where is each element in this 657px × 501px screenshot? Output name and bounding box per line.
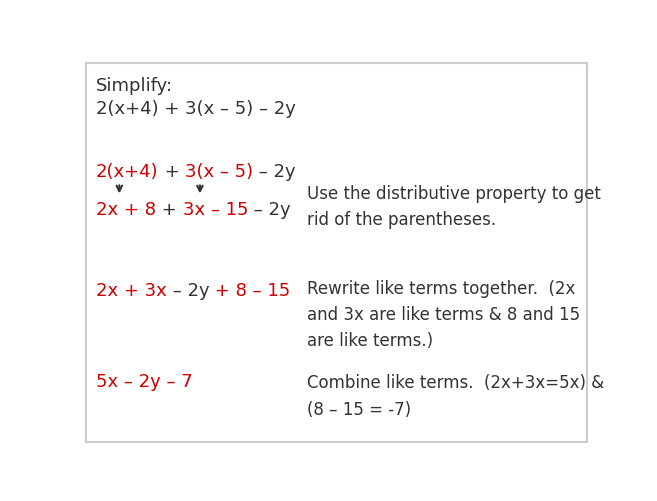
Text: – 2y: – 2y xyxy=(167,282,210,300)
Text: Rewrite like terms together.  (2x
and 3x are like terms & 8 and 15
are like term: Rewrite like terms together. (2x and 3x … xyxy=(307,279,580,350)
Text: Use the distributive property to get
rid of the parentheses.: Use the distributive property to get rid… xyxy=(307,184,600,229)
Text: Simplify:: Simplify: xyxy=(96,77,173,95)
Text: – 2y: – 2y xyxy=(254,162,296,180)
Text: 3x – 15: 3x – 15 xyxy=(183,201,248,219)
Text: Combine like terms.  (2x+3x=5x) &
(8 – 15 = -7): Combine like terms. (2x+3x=5x) & (8 – 15… xyxy=(307,374,604,418)
Text: +: + xyxy=(159,162,185,180)
Text: 2x + 8: 2x + 8 xyxy=(96,201,156,219)
Text: + 8 – 15: + 8 – 15 xyxy=(210,282,290,300)
Text: +: + xyxy=(156,201,183,219)
Text: 2x + 3x: 2x + 3x xyxy=(96,282,167,300)
Text: 5x – 2y – 7: 5x – 2y – 7 xyxy=(96,372,193,390)
Text: – 2y: – 2y xyxy=(248,201,290,219)
Text: 2(x+4) + 3(x – 5) – 2y: 2(x+4) + 3(x – 5) – 2y xyxy=(96,100,296,118)
Text: 3(x – 5): 3(x – 5) xyxy=(185,162,254,180)
Text: 2(x+4): 2(x+4) xyxy=(96,162,159,180)
